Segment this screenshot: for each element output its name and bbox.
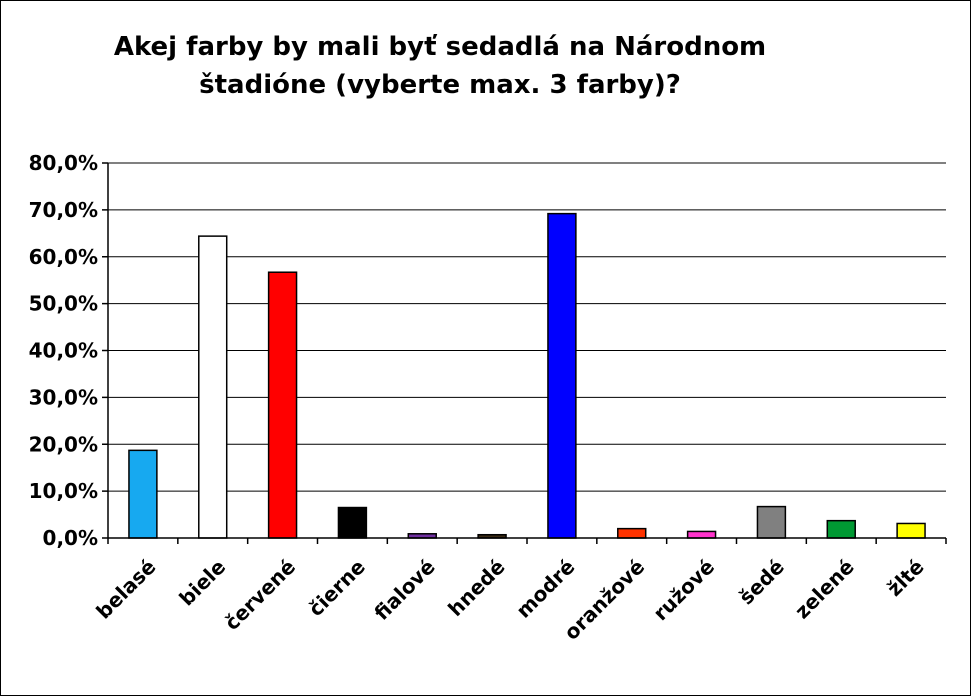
- x-tick-label: červené: [220, 555, 300, 635]
- bars: [128, 212, 926, 539]
- chart-title: Akej farby by mali byť sedadlá na Národn…: [60, 28, 820, 104]
- y-axis-ticks: 0,0% 10,0% 20,0% 30,0% 40,0% 50,0% 60,0% 70,0% 8…: [29, 151, 108, 550]
- bar-11: [896, 522, 926, 539]
- y-tick-label: 40,0%: [29, 339, 98, 363]
- x-tick-label: šedé: [734, 555, 789, 610]
- y-tick-label: 60,0%: [29, 245, 98, 269]
- y-tick-label: 30,0%: [29, 385, 98, 409]
- bar-9: [756, 505, 787, 539]
- bar-7: [617, 527, 647, 539]
- y-tick-label: 70,0%: [29, 198, 98, 222]
- x-tick-label: modré: [511, 555, 579, 623]
- chart-title-line-2: štadióne (vyberte max. 3 farby)?: [199, 70, 681, 100]
- y-tick-label: 10,0%: [29, 479, 98, 503]
- x-tick-label: belasé: [91, 555, 160, 624]
- y-tick-label: 0,0%: [43, 526, 98, 550]
- bar-2: [267, 271, 298, 539]
- y-tick-label: 50,0%: [29, 292, 98, 316]
- x-tick-label: zelené: [790, 555, 859, 624]
- bar-1: [198, 235, 228, 539]
- gridlines: [108, 162, 946, 492]
- y-tick-label: 20,0%: [29, 432, 98, 456]
- bar-6: [547, 212, 577, 539]
- bar-8: [686, 530, 717, 539]
- x-tick-label: hnedé: [443, 555, 509, 621]
- chart-title-line-1: Akej farby by mali byť sedadlá na Národn…: [113, 32, 767, 62]
- y-tick-label: 80,0%: [29, 151, 98, 175]
- x-tick-label: žlté: [882, 555, 928, 601]
- x-tick-label: fialové: [369, 555, 439, 625]
- x-tick-label: čierne: [304, 555, 370, 621]
- bar-3: [337, 506, 368, 539]
- x-tick-label: biele: [174, 555, 230, 611]
- x-tick-label: ružové: [648, 555, 719, 626]
- bar-10: [826, 519, 856, 539]
- bar-0: [128, 449, 158, 539]
